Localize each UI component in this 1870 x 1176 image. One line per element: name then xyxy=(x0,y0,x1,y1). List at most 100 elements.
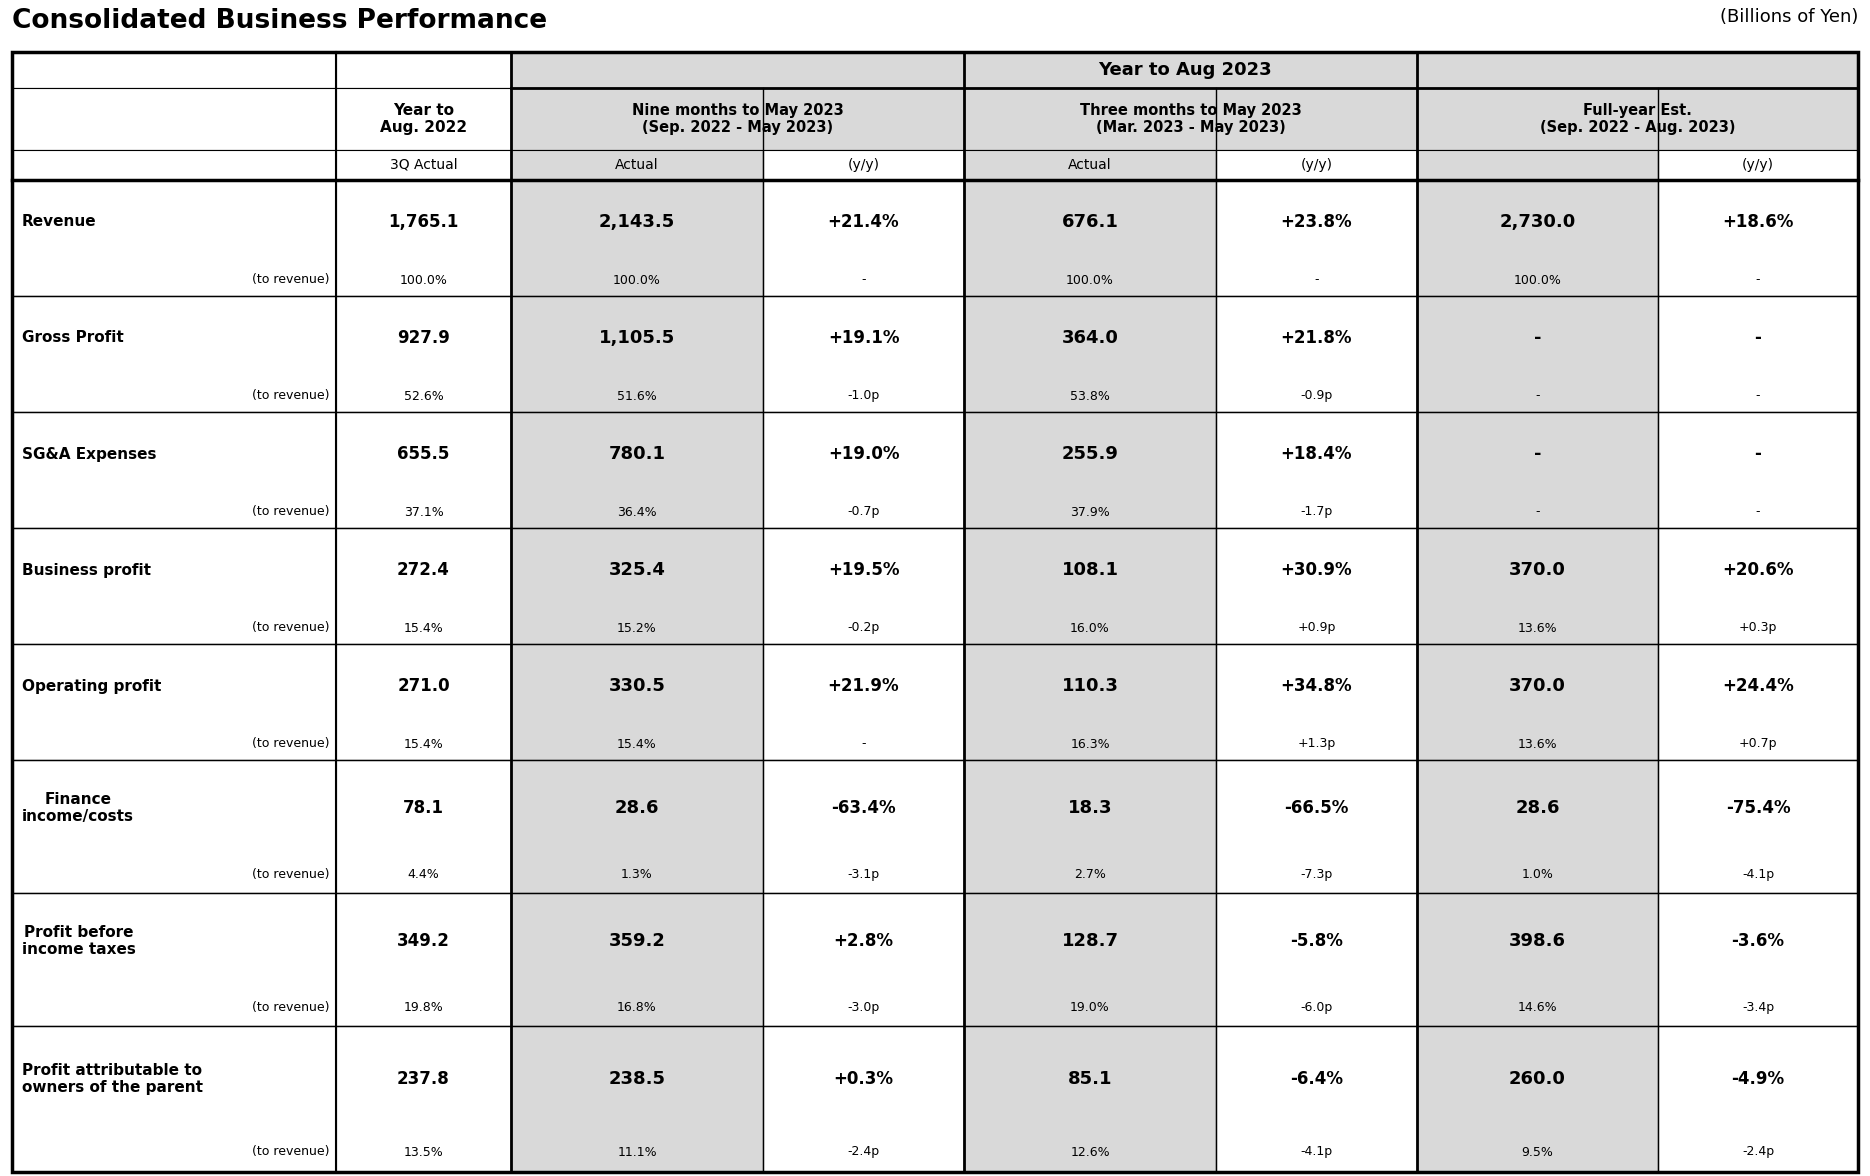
Text: Operating profit: Operating profit xyxy=(22,679,161,694)
Bar xyxy=(1417,644,1659,760)
Text: +0.3p: +0.3p xyxy=(1739,621,1776,635)
Text: 271.0: 271.0 xyxy=(396,677,451,695)
Text: +30.9%: +30.9% xyxy=(1281,561,1352,579)
Text: +18.6%: +18.6% xyxy=(1722,213,1793,230)
Bar xyxy=(763,1025,965,1172)
Text: 12.6%: 12.6% xyxy=(1070,1145,1109,1158)
Bar xyxy=(1417,296,1659,412)
Text: 15.4%: 15.4% xyxy=(617,737,656,750)
Text: 9.5%: 9.5% xyxy=(1522,1145,1554,1158)
Text: 108.1: 108.1 xyxy=(1062,561,1118,579)
Bar xyxy=(11,412,337,528)
Bar xyxy=(511,412,763,528)
Text: -3.6%: -3.6% xyxy=(1732,933,1784,950)
Text: +0.9p: +0.9p xyxy=(1298,621,1335,635)
Text: 2,143.5: 2,143.5 xyxy=(598,213,675,230)
Bar xyxy=(11,528,337,644)
Text: 370.0: 370.0 xyxy=(1509,677,1565,695)
Text: 238.5: 238.5 xyxy=(608,1070,666,1088)
Text: -4.9%: -4.9% xyxy=(1732,1070,1784,1088)
Text: -2.4p: -2.4p xyxy=(1743,1145,1775,1158)
Text: -: - xyxy=(862,737,866,750)
Text: Year to Aug 2023: Year to Aug 2023 xyxy=(1098,61,1272,79)
Text: -: - xyxy=(1756,274,1760,287)
Text: +21.4%: +21.4% xyxy=(828,213,899,230)
Text: 349.2: 349.2 xyxy=(396,933,451,950)
Text: +19.0%: +19.0% xyxy=(828,445,899,463)
Text: -: - xyxy=(1535,506,1539,519)
Text: -3.1p: -3.1p xyxy=(847,868,879,881)
Bar xyxy=(763,296,965,412)
Text: +2.8%: +2.8% xyxy=(834,933,894,950)
Text: 272.4: 272.4 xyxy=(396,561,451,579)
Text: 3Q Actual: 3Q Actual xyxy=(389,158,458,172)
Text: Full-year Est.
(Sep. 2022 - Aug. 2023): Full-year Est. (Sep. 2022 - Aug. 2023) xyxy=(1539,102,1735,135)
Text: Nine months to May 2023
(Sep. 2022 - May 2023): Nine months to May 2023 (Sep. 2022 - May… xyxy=(632,102,843,135)
Text: +23.8%: +23.8% xyxy=(1281,213,1352,230)
Text: 330.5: 330.5 xyxy=(608,677,666,695)
Text: 398.6: 398.6 xyxy=(1509,933,1565,950)
Text: Finance
income/costs: Finance income/costs xyxy=(22,791,135,824)
Text: 325.4: 325.4 xyxy=(608,561,666,579)
Text: (to revenue): (to revenue) xyxy=(252,1001,329,1014)
Bar xyxy=(1417,893,1659,1025)
Text: -0.9p: -0.9p xyxy=(1300,389,1333,402)
Bar xyxy=(11,760,337,893)
Bar xyxy=(337,52,511,88)
Text: Profit before
income taxes: Profit before income taxes xyxy=(22,924,137,957)
Bar xyxy=(11,88,337,151)
Text: -: - xyxy=(1533,329,1541,347)
Text: Revenue: Revenue xyxy=(22,214,97,229)
Text: +21.8%: +21.8% xyxy=(1281,329,1352,347)
Text: 1,105.5: 1,105.5 xyxy=(598,329,675,347)
Bar xyxy=(965,893,1216,1025)
Text: 676.1: 676.1 xyxy=(1062,213,1118,230)
Text: -7.3p: -7.3p xyxy=(1300,868,1333,881)
Text: +21.9%: +21.9% xyxy=(828,677,899,695)
Bar xyxy=(965,412,1216,528)
Text: Three months to May 2023
(Mar. 2023 - May 2023): Three months to May 2023 (Mar. 2023 - Ma… xyxy=(1079,102,1302,135)
Text: -1.7p: -1.7p xyxy=(1300,506,1333,519)
Text: (y/y): (y/y) xyxy=(1743,158,1775,172)
Bar xyxy=(11,296,337,412)
Bar xyxy=(337,88,511,151)
Bar xyxy=(763,760,965,893)
Text: 19.0%: 19.0% xyxy=(1070,1001,1111,1014)
Text: -4.1p: -4.1p xyxy=(1743,868,1775,881)
Text: -: - xyxy=(862,274,866,287)
Bar xyxy=(511,893,763,1025)
Bar xyxy=(11,151,337,180)
Text: -: - xyxy=(1756,389,1760,402)
Text: Business profit: Business profit xyxy=(22,562,151,577)
Text: 255.9: 255.9 xyxy=(1062,445,1118,463)
Text: +1.3p: +1.3p xyxy=(1298,737,1335,750)
Bar xyxy=(337,151,511,180)
Bar xyxy=(1659,296,1859,412)
Text: -75.4%: -75.4% xyxy=(1726,799,1790,817)
Bar xyxy=(11,180,337,296)
Bar xyxy=(511,1025,763,1172)
Bar xyxy=(763,644,965,760)
Text: -: - xyxy=(1754,445,1762,463)
Text: 1.0%: 1.0% xyxy=(1522,868,1554,881)
Text: 36.4%: 36.4% xyxy=(617,506,656,519)
Text: 1,765.1: 1,765.1 xyxy=(389,213,458,230)
Text: 85.1: 85.1 xyxy=(1068,1070,1113,1088)
Bar xyxy=(965,296,1216,412)
Bar xyxy=(511,52,1859,88)
Bar xyxy=(965,88,1417,151)
Text: 37.9%: 37.9% xyxy=(1070,506,1111,519)
Text: (y/y): (y/y) xyxy=(1300,158,1333,172)
Bar xyxy=(965,151,1216,180)
Text: 110.3: 110.3 xyxy=(1062,677,1118,695)
Text: 15.2%: 15.2% xyxy=(617,621,656,635)
Bar xyxy=(511,644,763,760)
Bar xyxy=(965,1025,1216,1172)
Text: 1.3%: 1.3% xyxy=(621,868,653,881)
Bar xyxy=(1417,1025,1659,1172)
Bar xyxy=(965,760,1216,893)
Text: 11.1%: 11.1% xyxy=(617,1145,656,1158)
Text: (to revenue): (to revenue) xyxy=(252,868,329,881)
Text: 51.6%: 51.6% xyxy=(617,389,656,402)
Bar xyxy=(511,88,965,151)
